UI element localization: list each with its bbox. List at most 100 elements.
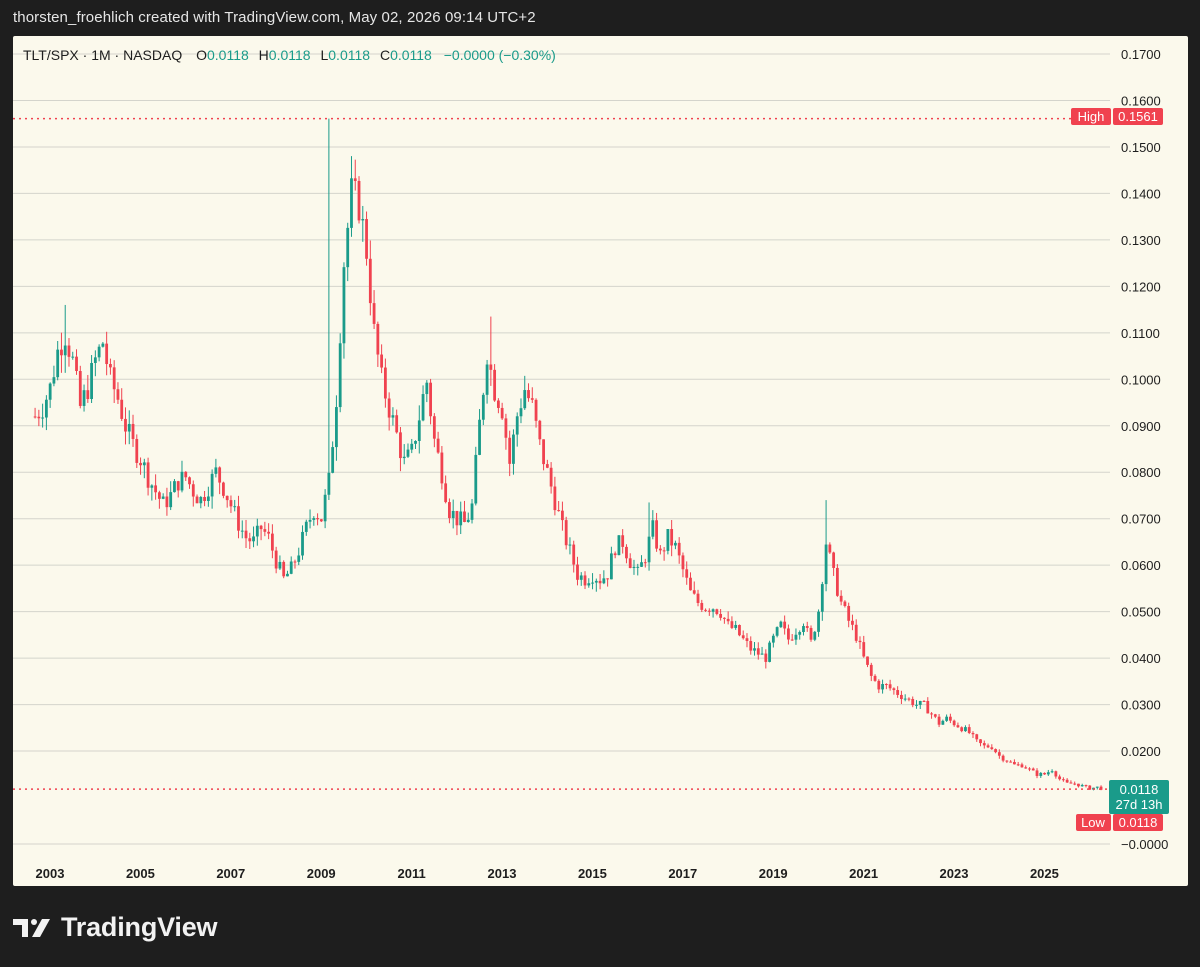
bar-countdown: 27d 13h (1116, 797, 1163, 812)
candle (647, 502, 651, 571)
candle (383, 358, 387, 408)
candle (643, 558, 647, 568)
tradingview-logo[interactable]: TradingView (13, 912, 218, 943)
candle (768, 640, 771, 663)
candle (225, 495, 229, 508)
x-tick-label: 2025 (1030, 866, 1059, 881)
candle (206, 486, 210, 507)
y-tick-label: 0.1000 (1121, 372, 1161, 387)
last-price-value: 0.0118 (1120, 782, 1159, 797)
y-tick-label: 0.0900 (1121, 419, 1161, 434)
y-tick-label: 0.0700 (1121, 512, 1161, 527)
y-tick-label: 0.1600 (1121, 93, 1161, 108)
candle (41, 403, 45, 428)
candle (496, 398, 500, 414)
low-marker: Low 0.0118 (1076, 814, 1163, 831)
candle (346, 222, 350, 282)
candle (474, 446, 478, 506)
candle (139, 457, 142, 475)
candle (1009, 760, 1013, 763)
candle (964, 725, 967, 732)
candle (112, 360, 116, 403)
candle (312, 516, 316, 526)
candle (71, 351, 75, 360)
candle (365, 211, 368, 266)
candle (655, 512, 658, 552)
candle (1084, 784, 1088, 788)
candle (696, 589, 700, 607)
candle (56, 340, 60, 381)
attribution-bar: thorsten_froehlich created with TradingV… (13, 9, 536, 26)
candle (342, 262, 346, 359)
candle (941, 719, 945, 725)
candle (289, 556, 293, 575)
candle (775, 626, 779, 638)
candle (832, 551, 836, 576)
candle (1069, 780, 1073, 784)
candle (918, 700, 922, 710)
candlestick-chart[interactable]: 0.1700 0.1600 0.1500 0.1400 0.1300 0.1200 0.11… (13, 36, 1188, 886)
candle (372, 290, 376, 330)
candle (828, 542, 832, 554)
candle (990, 744, 994, 750)
low-label: Low (1081, 815, 1105, 830)
legend-high-label: H (259, 47, 269, 63)
candle (109, 358, 112, 375)
candle (809, 625, 813, 642)
candle (707, 608, 711, 616)
candle (591, 573, 594, 590)
candle (817, 609, 820, 637)
candle (711, 608, 715, 618)
candle (229, 495, 233, 513)
y-tick-label: 0.0500 (1121, 605, 1161, 620)
candle (286, 570, 289, 577)
candle (263, 521, 267, 537)
candle (432, 413, 436, 448)
candle (692, 581, 696, 595)
low-label-box (1076, 814, 1111, 831)
candle (579, 572, 583, 586)
high-label-box (1071, 108, 1111, 125)
legend-high-value: 0.0118 (269, 47, 311, 63)
high-value-box (1113, 108, 1163, 125)
candle (173, 478, 176, 493)
candle (858, 636, 862, 649)
candle (459, 501, 463, 535)
candle (689, 572, 692, 591)
candle (813, 630, 817, 642)
candle (240, 520, 244, 539)
candle (331, 441, 335, 474)
candle (606, 578, 610, 587)
candle (956, 722, 960, 728)
y-tick-label: 0.0300 (1121, 698, 1161, 713)
candle (745, 633, 749, 648)
candle (75, 349, 78, 375)
legend-low-value: 0.0118 (328, 47, 370, 63)
candle (749, 636, 753, 655)
candle (466, 512, 470, 523)
x-axis-labels: 2003 2005 2007 2009 2011 2013 2015 2017 2019 2021… (36, 866, 1059, 881)
candle (609, 546, 613, 580)
x-tick-label: 2015 (578, 866, 607, 881)
candle (1099, 785, 1103, 791)
candle (218, 466, 222, 495)
candle (636, 563, 640, 576)
candle (214, 458, 218, 478)
reference-lines (13, 117, 1109, 790)
candle (259, 524, 263, 541)
candle (557, 501, 561, 512)
candle (463, 500, 466, 523)
candle (504, 413, 508, 450)
candle (884, 683, 888, 690)
candle (282, 560, 286, 579)
last-price-marker: 0.0118 27d 13h (1109, 780, 1169, 814)
chart-panel[interactable]: 0.1700 0.1600 0.1500 0.1400 0.1300 0.1200 0.11… (13, 36, 1188, 886)
candle (839, 590, 843, 606)
candle (429, 378, 432, 425)
candle (33, 407, 37, 419)
candle (779, 620, 783, 629)
candle (824, 500, 828, 592)
candle (1031, 767, 1035, 771)
candle (361, 205, 365, 242)
candle (523, 375, 527, 410)
